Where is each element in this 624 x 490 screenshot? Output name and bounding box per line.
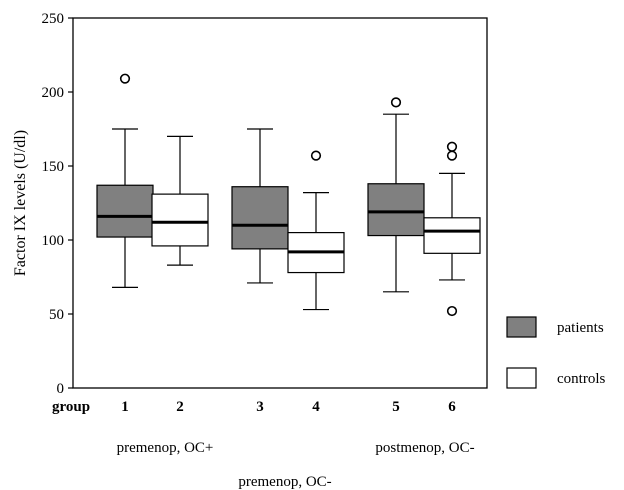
legend-label: controls (557, 371, 605, 387)
legend-item-patients: patients (506, 316, 604, 338)
box-group-2 (151, 135, 209, 266)
box-controls (423, 217, 481, 254)
outlier-point (446, 150, 458, 161)
condition-label: postmenop, OC- (375, 440, 474, 456)
outlier-point (446, 305, 458, 317)
box-patients (96, 184, 154, 238)
y-axis-title: Factor IX levels (U/dl) (12, 130, 29, 276)
box-group-1 (96, 73, 154, 288)
group-number-label: 4 (312, 399, 320, 415)
group-number-label: 5 (392, 399, 400, 415)
box-group-4 (287, 150, 345, 311)
outlier-point (310, 150, 322, 161)
plot-frame (72, 17, 488, 389)
legend-swatch (506, 367, 537, 389)
legend-label: patients (557, 320, 604, 336)
y-tick-label: 200 (42, 85, 65, 101)
plot-border (72, 17, 488, 389)
y-axis-ticks: 0 50 100 150 200 250 (42, 11, 73, 397)
legend-swatch (506, 316, 537, 338)
condition-labels: premenop, OC+ premenop, OC-postmenop, OC- (117, 440, 475, 490)
y-tick-label: 50 (49, 307, 64, 323)
y-tick-label: 100 (42, 233, 65, 249)
y-tick-label: 150 (42, 159, 65, 175)
box-controls (151, 193, 209, 247)
group-number-label: 1 (121, 399, 129, 415)
legend-item-controls: controls (506, 367, 605, 389)
box-plot-series (96, 73, 481, 317)
y-tick-label: 0 (57, 381, 65, 397)
box-patients (231, 186, 289, 250)
group-number-label: 3 (256, 399, 264, 415)
group-number-label: 6 (448, 399, 456, 415)
outlier-point (390, 97, 402, 108)
box-patients (367, 183, 425, 237)
legend: patients controls (506, 316, 605, 389)
box-group-6 (423, 141, 481, 317)
box-group-3 (231, 128, 289, 284)
condition-label: premenop, OC- (238, 474, 331, 490)
x-axis-group-label: group (52, 399, 90, 415)
y-tick-label: 250 (42, 11, 65, 27)
outlier-point (446, 141, 458, 152)
x-axis-group-numbers: 1 2 3 4 5 6 (121, 399, 456, 415)
box-group-5 (367, 97, 425, 293)
group-number-label: 2 (176, 399, 184, 415)
outlier-point (119, 73, 131, 84)
condition-label: premenop, OC+ (117, 440, 214, 456)
